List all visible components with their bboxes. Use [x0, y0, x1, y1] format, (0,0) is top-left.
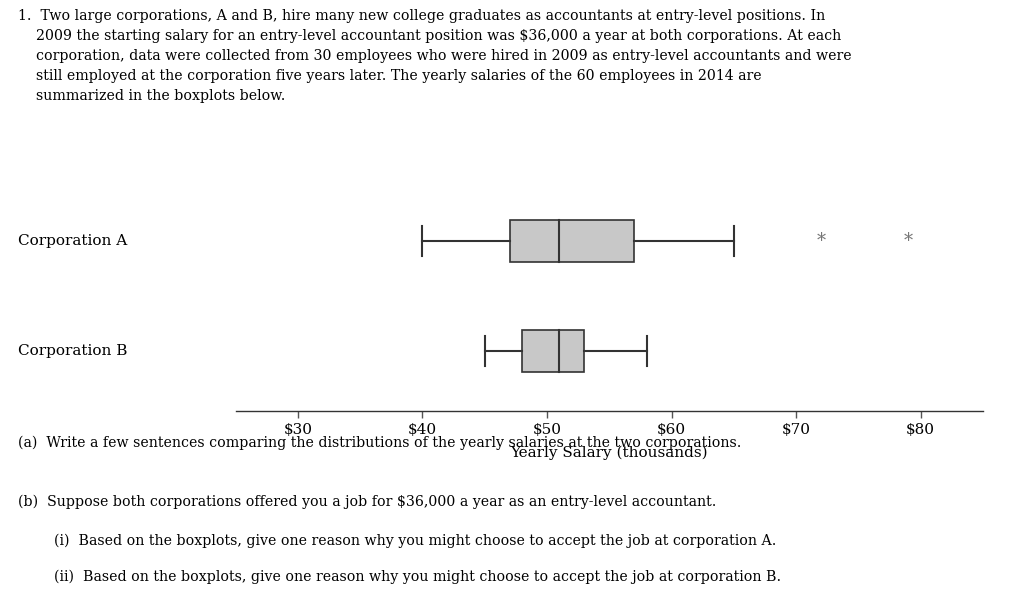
Text: (i)  Based on the boxplots, give one reason why you might choose to accept the j: (i) Based on the boxplots, give one reas… [18, 534, 777, 548]
Bar [510, 220, 634, 262]
Text: 1.  Two large corporations, A and B, hire many new college graduates as accounta: 1. Two large corporations, A and B, hire… [18, 9, 852, 103]
Text: *: * [816, 232, 825, 250]
Text: Corporation A: Corporation A [18, 234, 128, 248]
X-axis label: Yearly Salary (thousands): Yearly Salary (thousands) [511, 446, 708, 460]
Bar [522, 330, 585, 372]
Text: (b)  Suppose both corporations offered you a job for $36,000 a year as an entry-: (b) Suppose both corporations offered yo… [18, 494, 717, 509]
Text: Corporation B: Corporation B [18, 344, 128, 358]
Text: *: * [904, 232, 912, 250]
Text: (a)  Write a few sentences comparing the distributions of the yearly salaries at: (a) Write a few sentences comparing the … [18, 435, 741, 449]
Text: (ii)  Based on the boxplots, give one reason why you might choose to accept the : (ii) Based on the boxplots, give one rea… [18, 570, 781, 584]
